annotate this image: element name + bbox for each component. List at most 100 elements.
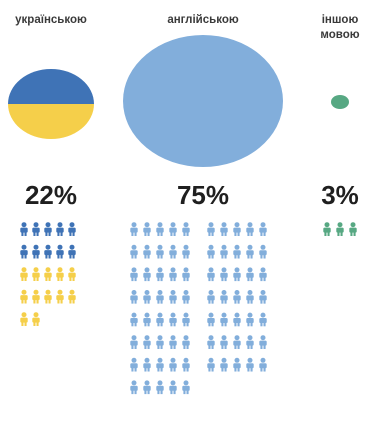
person-icon-ukrainian bbox=[56, 267, 64, 281]
person-icon-english bbox=[143, 335, 151, 349]
person-icon-english bbox=[143, 357, 151, 372]
person-icon-ukrainian bbox=[68, 222, 76, 236]
label-english: англійською bbox=[167, 14, 239, 26]
person-icon-ukrainian bbox=[32, 267, 40, 281]
person-icon-ukrainian bbox=[20, 267, 28, 281]
person-icon-english bbox=[130, 357, 138, 372]
person-icon-english bbox=[259, 335, 267, 349]
person-icon-english bbox=[233, 357, 241, 372]
person-icon-other bbox=[349, 222, 357, 236]
person-icon-english bbox=[233, 222, 241, 236]
person-icon-english bbox=[156, 357, 164, 372]
person-icon-english bbox=[233, 267, 241, 282]
person-icon-ukrainian bbox=[20, 244, 28, 259]
person-icon-english bbox=[233, 290, 241, 304]
ukrainian-flag-circle bbox=[8, 69, 94, 139]
person-icon-english bbox=[130, 335, 138, 349]
percent-other: 3% bbox=[321, 180, 359, 210]
english-circle bbox=[123, 35, 283, 167]
person-icon-english bbox=[182, 357, 190, 372]
person-icon-english bbox=[169, 357, 177, 372]
person-icon-other bbox=[336, 222, 344, 236]
person-icon-english bbox=[130, 244, 138, 259]
person-icon-other bbox=[323, 222, 331, 236]
person-icon-english bbox=[220, 244, 228, 259]
person-icon-english bbox=[246, 357, 254, 372]
person-icon-english bbox=[169, 222, 177, 236]
person-icon-english bbox=[233, 335, 241, 349]
person-icon-english bbox=[220, 335, 228, 349]
person-icon-ukrainian bbox=[68, 289, 76, 304]
person-icon-english bbox=[169, 335, 177, 349]
person-icon-english bbox=[182, 290, 190, 304]
person-icon-english bbox=[130, 380, 138, 395]
person-icon-english bbox=[246, 267, 254, 282]
person-icon-english bbox=[259, 222, 267, 236]
label-other-line2: мовою bbox=[320, 29, 359, 41]
person-icon-english bbox=[246, 290, 254, 304]
label-other-line1: іншою bbox=[322, 14, 359, 26]
person-icon-ukrainian bbox=[56, 289, 64, 304]
person-icon-ukrainian bbox=[32, 222, 40, 236]
person-icon-ukrainian bbox=[20, 312, 28, 326]
label-ukrainian: українською bbox=[15, 14, 87, 26]
person-icon-english bbox=[220, 290, 228, 304]
person-icon-english bbox=[246, 244, 254, 259]
person-icon-english bbox=[207, 244, 215, 259]
person-icon-english bbox=[220, 357, 228, 372]
person-icon-english bbox=[207, 357, 215, 372]
person-icon-ukrainian bbox=[32, 312, 40, 326]
other-language-circle bbox=[331, 95, 349, 109]
person-icon-ukrainian bbox=[56, 222, 64, 236]
person-icon-english bbox=[143, 267, 151, 282]
person-icon-english bbox=[143, 380, 151, 395]
person-icon-english bbox=[246, 222, 254, 236]
person-icon-ukrainian bbox=[20, 289, 28, 304]
person-icon-english bbox=[207, 335, 215, 349]
person-icon-english bbox=[207, 267, 215, 282]
person-icon-english bbox=[259, 312, 267, 327]
person-icon-english bbox=[182, 267, 190, 282]
person-icon-english bbox=[169, 380, 177, 395]
person-icon-english bbox=[156, 290, 164, 304]
person-icon-english bbox=[156, 312, 164, 327]
person-icon-english bbox=[259, 244, 267, 259]
pictogram-icons bbox=[20, 222, 357, 395]
person-icon-english bbox=[220, 267, 228, 282]
person-icon-english bbox=[182, 244, 190, 259]
person-icon-english bbox=[169, 244, 177, 259]
person-icon-english bbox=[143, 222, 151, 236]
person-icon-english bbox=[130, 312, 138, 327]
person-icon-ukrainian bbox=[20, 222, 28, 236]
person-icon-ukrainian bbox=[44, 222, 52, 236]
person-icon-english bbox=[207, 222, 215, 236]
person-icon-english bbox=[259, 290, 267, 304]
person-icon-english bbox=[130, 267, 138, 282]
person-icon-english bbox=[143, 244, 151, 259]
person-icon-ukrainian bbox=[44, 244, 52, 259]
person-icon-english bbox=[233, 244, 241, 259]
person-icon-english bbox=[259, 357, 267, 372]
person-icon-english bbox=[156, 244, 164, 259]
person-icon-english bbox=[207, 312, 215, 327]
person-icon-english bbox=[220, 312, 228, 327]
person-icon-ukrainian bbox=[56, 244, 64, 259]
person-icon-english bbox=[259, 267, 267, 282]
person-icon-english bbox=[156, 380, 164, 395]
person-icon-english bbox=[156, 267, 164, 282]
person-icon-english bbox=[182, 312, 190, 327]
percent-english: 75% bbox=[177, 180, 229, 210]
person-icon-english bbox=[246, 335, 254, 349]
person-icon-english bbox=[220, 222, 228, 236]
person-icon-english bbox=[169, 290, 177, 304]
person-icon-ukrainian bbox=[32, 244, 40, 259]
person-icon-english bbox=[156, 222, 164, 236]
person-icon-ukrainian bbox=[44, 289, 52, 304]
person-icon-english bbox=[130, 222, 138, 236]
person-icon-english bbox=[143, 290, 151, 304]
person-icon-ukrainian bbox=[44, 267, 52, 281]
person-icon-english bbox=[169, 267, 177, 282]
person-icon-ukrainian bbox=[68, 244, 76, 259]
person-icon-english bbox=[207, 290, 215, 304]
